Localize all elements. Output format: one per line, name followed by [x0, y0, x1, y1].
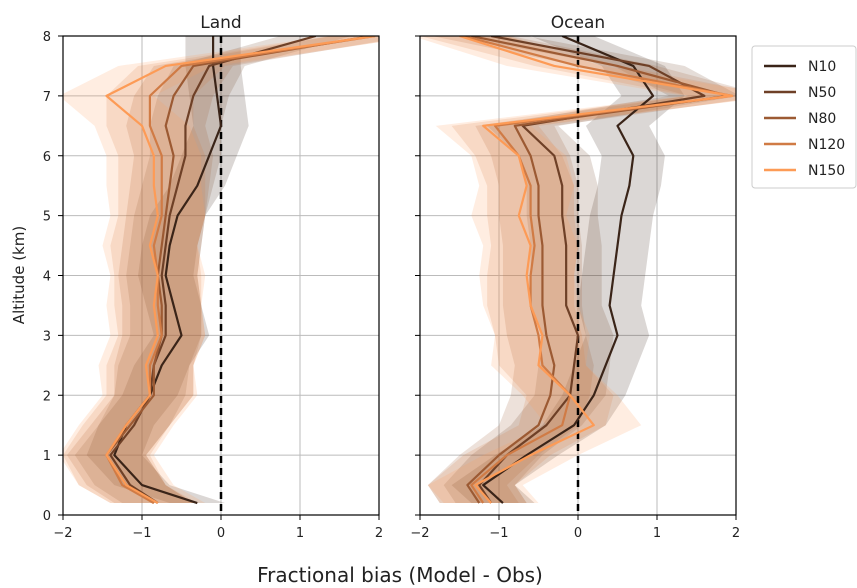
panel-title-land: Land	[200, 13, 241, 33]
band-land-n80	[66, 36, 379, 504]
series-line-ocean-n150	[459, 36, 734, 504]
y-tick-label: 8	[43, 30, 51, 45]
y-tick-label: 2	[43, 389, 51, 404]
x-tick-label: −1	[132, 526, 151, 541]
x-tick-label: 1	[296, 526, 304, 541]
x-tick-label: −2	[410, 526, 429, 541]
y-tick-label: 3	[43, 329, 51, 344]
band-ocean-n120	[420, 36, 736, 504]
band-ocean-n150	[420, 36, 736, 504]
legend-entry-n150: N150	[764, 163, 845, 179]
series-line-ocean-n10	[482, 36, 655, 504]
x-tick-label: 1	[653, 526, 661, 541]
legend-frame	[751, 45, 857, 189]
x-tick-label: 0	[217, 526, 225, 541]
band-land-n120	[63, 36, 379, 504]
legend: N10 N50 N80 N120 N150	[751, 45, 857, 189]
legend-entry-n80: N80	[764, 111, 836, 127]
series-line-ocean-n80	[466, 36, 730, 504]
legend-entry-n50: N50	[764, 85, 836, 101]
y-tick-label: 6	[43, 150, 51, 165]
x-tick-label: −1	[489, 526, 508, 541]
y-tick-label: 0	[43, 509, 51, 524]
band-ocean-n10	[451, 36, 685, 504]
legend-label-n80: N80	[808, 111, 836, 127]
panel-title-ocean: Ocean	[551, 13, 605, 33]
series-line-land-n150	[105, 36, 376, 504]
band-land-n10	[86, 36, 249, 504]
legend-label-n50: N50	[808, 85, 836, 101]
y-tick-label: 7	[43, 90, 51, 105]
x-tick-label: −2	[53, 526, 72, 541]
y-tick-label: 1	[43, 449, 51, 464]
y-tick-label: 4	[43, 270, 51, 285]
series-line-land-n50	[109, 36, 317, 504]
panel-ocean: −2 −1 0 1 2 Ocean	[410, 13, 740, 541]
band-ocean-n80	[427, 36, 736, 504]
y-tick-label: 5	[43, 210, 51, 225]
band-land-n150	[63, 36, 379, 504]
y-axis-label: Altitude (km)	[10, 226, 28, 324]
legend-entry-n10: N10	[764, 59, 836, 75]
x-tick-label: 2	[375, 526, 383, 541]
x-tick-label: 2	[732, 526, 740, 541]
panel-land: −2 −1 0 1 2 0 1 2 3 4 5 6 7 8 Land	[43, 13, 383, 541]
legend-label-n10: N10	[808, 59, 836, 75]
legend-label-n150: N150	[808, 163, 845, 179]
legend-entry-n120: N120	[764, 137, 845, 153]
x-tick-label: 0	[574, 526, 582, 541]
x-axis-label: Fractional bias (Model - Obs)	[257, 563, 543, 587]
band-land-n50	[74, 36, 352, 504]
legend-label-n120: N120	[808, 137, 845, 153]
